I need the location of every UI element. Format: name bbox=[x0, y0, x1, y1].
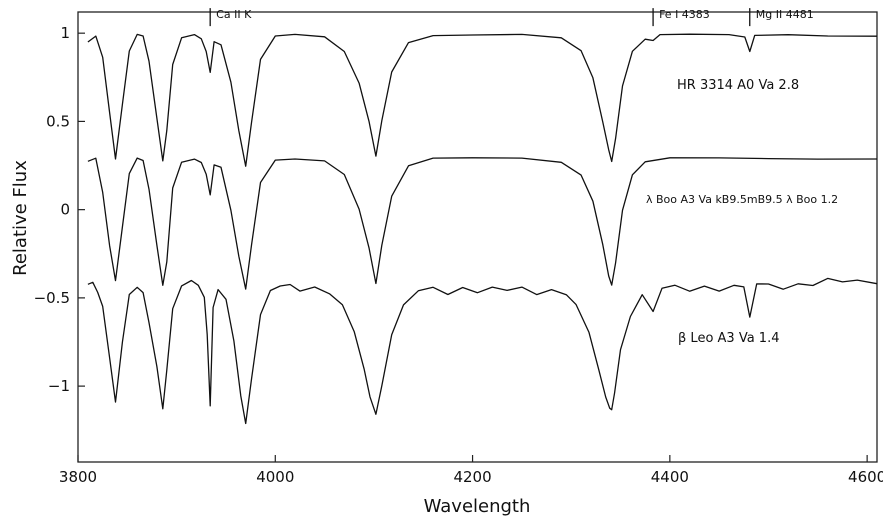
series-line-1 bbox=[87, 157, 878, 290]
series-label-lambda-boo: λ Boo A3 Va kB9.5mB9.5 λ Boo 1.2 bbox=[646, 193, 838, 206]
x-tick-label-3: 4400 bbox=[651, 468, 689, 486]
x-axis-title: Wavelength bbox=[424, 496, 531, 517]
x-tick-label-0: 3800 bbox=[59, 468, 97, 486]
plot-frame bbox=[77, 11, 878, 463]
line-markers: Ca II K Fe I 4383 Mg II 4481 bbox=[209, 8, 814, 27]
y-tick-label-3: −0.5 bbox=[34, 289, 70, 307]
line-marker-label-0: Ca II K bbox=[216, 8, 252, 21]
x-tick-label-4: 4600 bbox=[848, 468, 883, 486]
axis-ticks: 3800 4000 4200 4400 4600 1 0.5 0 −0.5 −1 bbox=[34, 24, 883, 486]
line-marker-label-1: Fe I 4383 bbox=[659, 8, 710, 21]
x-tick-label-2: 4200 bbox=[453, 468, 491, 486]
series-layer bbox=[87, 33, 878, 425]
series-line-0 bbox=[87, 33, 878, 167]
y-tick-label-1: 0.5 bbox=[46, 112, 70, 130]
x-tick-label-1: 4000 bbox=[256, 468, 294, 486]
series-label-beta-leo: β Leo A3 Va 1.4 bbox=[678, 331, 779, 346]
series-label-hr3314: HR 3314 A0 Va 2.8 bbox=[677, 78, 799, 93]
series-line-2 bbox=[87, 277, 878, 425]
y-tick-label-4: −1 bbox=[48, 377, 70, 395]
y-tick-label-0: 1 bbox=[60, 24, 70, 42]
y-tick-label-2: 0 bbox=[60, 201, 70, 219]
y-axis-title: Relative Flux bbox=[10, 160, 31, 276]
line-marker-label-2: Mg II 4481 bbox=[756, 8, 814, 21]
